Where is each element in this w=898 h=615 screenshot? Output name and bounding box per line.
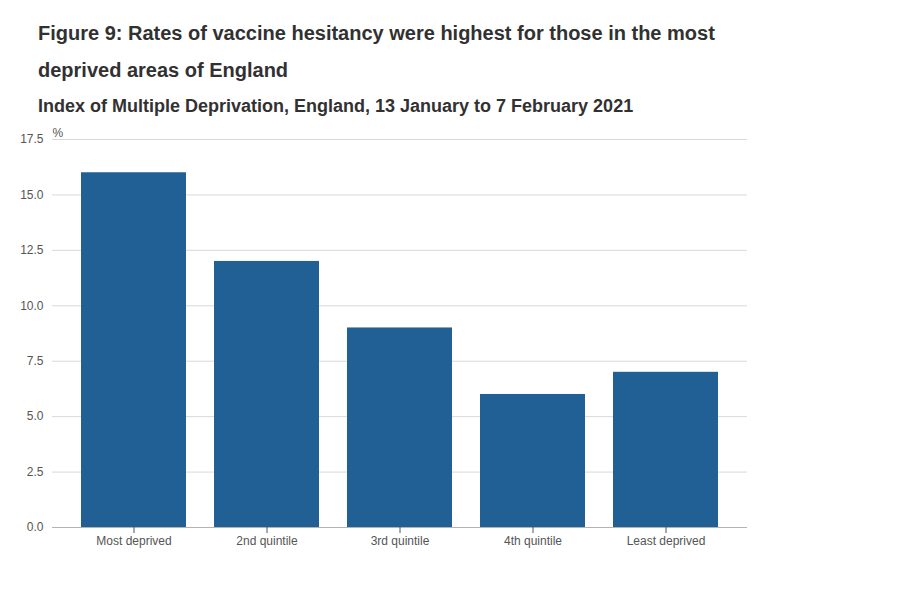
svg-text:10.0: 10.0 — [20, 299, 44, 313]
html-text:Figure 9: Rates of vaccine hes: Figure 9: Rates of vaccine hesitancy wer… — [38, 22, 715, 81]
svg-text:4th quintile: 4th quintile — [504, 534, 562, 548]
svg-text:2.5: 2.5 — [27, 465, 44, 479]
svg-text:0.0: 0.0 — [27, 520, 44, 534]
svg-text:12.5: 12.5 — [20, 243, 44, 257]
svg-text:7.5: 7.5 — [27, 354, 44, 368]
svg-text:15.0: 15.0 — [20, 188, 44, 202]
svg-text:%: % — [53, 126, 64, 140]
svg-text:Most deprived: Most deprived — [96, 534, 171, 548]
html-text:Index of Multiple Deprivation,: Index of Multiple Deprivation, England, … — [38, 96, 634, 116]
svg-text:17.5: 17.5 — [20, 132, 44, 146]
svg-text:5.0: 5.0 — [27, 409, 44, 423]
svg-text:3rd quintile: 3rd quintile — [371, 534, 430, 548]
svg-text:2nd quintile: 2nd quintile — [236, 534, 298, 548]
svg-text:Least deprived: Least deprived — [627, 534, 706, 548]
